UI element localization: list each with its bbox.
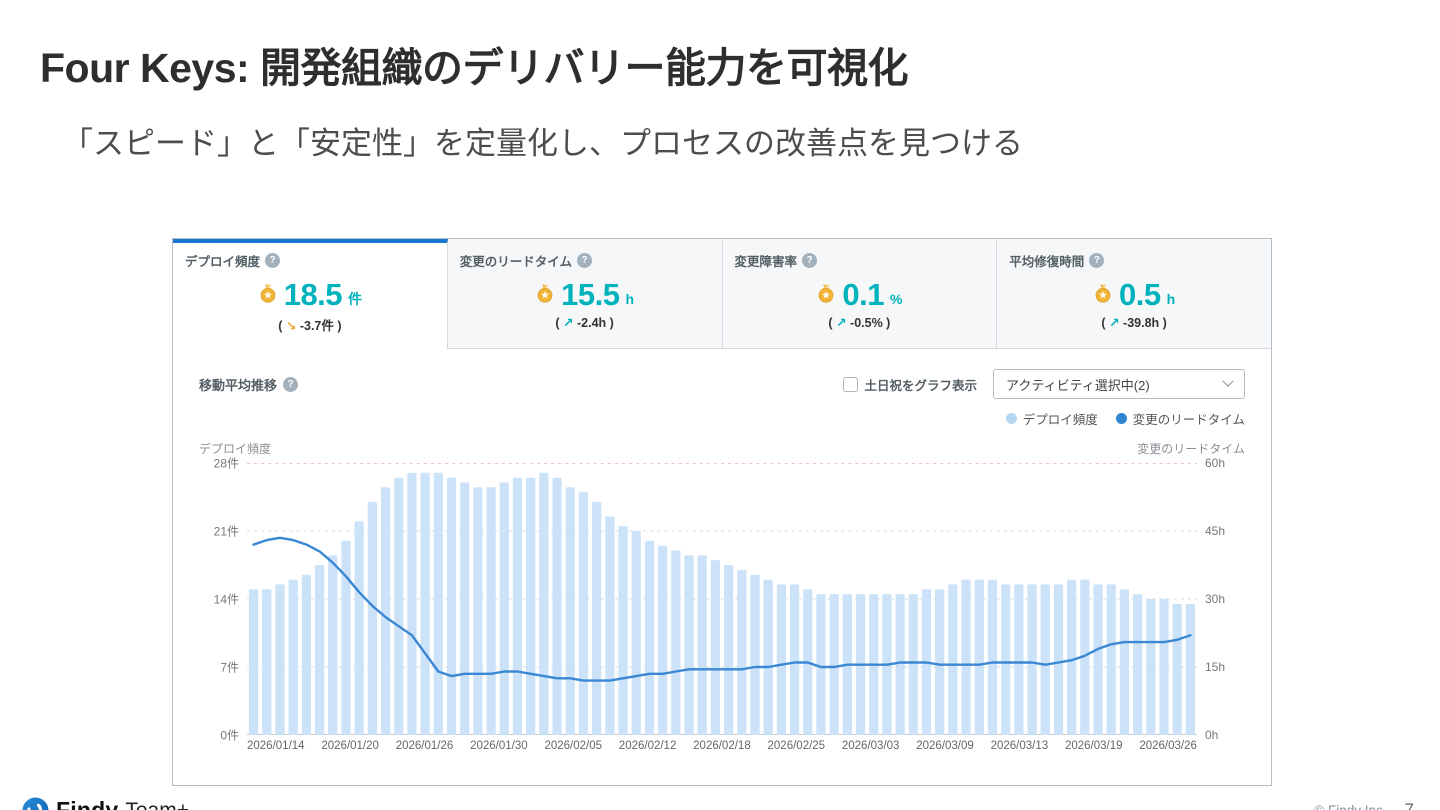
tab-label: 平均修復時間 xyxy=(1009,255,1085,269)
y-axis-left: 28件 21件 14件 7件 0件 xyxy=(199,457,247,743)
metric-unit: 件 xyxy=(348,291,363,307)
y-tick-label: 60h xyxy=(1205,456,1226,470)
metric-value: 15.5 xyxy=(561,277,620,312)
tab-label: 変更のリードタイム xyxy=(459,255,573,269)
weekend-toggle[interactable]: 土日祝をグラフ表示 xyxy=(843,375,977,394)
chart-canvas xyxy=(247,463,1197,735)
activity-select[interactable]: アクティビティ選択中(2) xyxy=(993,369,1245,399)
activity-select-value: アクティビティ選択中(2) xyxy=(1006,377,1150,393)
tab-deploy-frequency[interactable]: デプロイ頻度 ? 18.5 件 ( ↘ -3.7件 ) xyxy=(173,239,448,349)
tab-mean-time-to-recovery[interactable]: 平均修復時間 ? 0.5 h ( ↗ -39.8h ) xyxy=(997,239,1271,348)
tab-change-failure-rate[interactable]: 変更障害率 ? 0.1 % ( ↗ -0.5% ) xyxy=(722,239,998,348)
x-tick-label: 2026/01/14 xyxy=(247,740,305,752)
help-icon[interactable]: ? xyxy=(577,253,593,268)
metric-delta: ( ↗ -2.4h ) xyxy=(555,316,614,330)
x-tick-label: 2026/02/12 xyxy=(618,740,677,752)
page-number: 7 xyxy=(1404,800,1414,810)
metric-value: 18.5 xyxy=(283,277,343,312)
medal-icon xyxy=(816,283,836,308)
y-tick-label: 14件 xyxy=(213,592,239,607)
help-icon[interactable]: ? xyxy=(265,253,281,268)
metric-value: 0.1 xyxy=(842,277,884,312)
x-tick-label: 2026/03/03 xyxy=(841,740,900,752)
metric-delta: ( ↗ -0.5% ) xyxy=(828,316,891,330)
subtitle: 「スピード」と「安定性」を定量化し、プロセスの改善点を見つける xyxy=(62,126,1023,161)
weekend-checkbox[interactable] xyxy=(843,376,859,392)
help-icon[interactable]: ? xyxy=(802,253,818,268)
tab-lead-time[interactable]: 変更のリードタイム ? 15.5 h ( ↗ -2.4h ) xyxy=(447,239,723,348)
metric-unit: % xyxy=(889,291,903,307)
y-tick-label: 21件 xyxy=(213,524,239,539)
x-tick-label: 2026/02/25 xyxy=(767,740,826,752)
metric-value: 0.5 xyxy=(1119,277,1161,312)
brand-findy: Findy xyxy=(56,797,119,810)
metric-tabs: デプロイ頻度 ? 18.5 件 ( ↘ -3.7件 ) 変更のリードタイム ? xyxy=(173,239,1271,349)
medal-icon xyxy=(1093,283,1113,308)
y-tick-label: 0h xyxy=(1205,728,1219,742)
brand-team-plus: Team+ xyxy=(125,798,189,810)
y-tick-label: 28件 xyxy=(213,456,239,471)
y-tick-label: 30h xyxy=(1205,592,1226,606)
weekend-checkbox-label: 土日祝をグラフ表示 xyxy=(864,378,977,393)
y-tick-label: 7件 xyxy=(220,660,239,675)
help-icon[interactable]: ? xyxy=(283,376,299,392)
legend-item-deploy-frequency: デプロイ頻度 xyxy=(1005,409,1098,428)
left-axis-title: デプロイ頻度 xyxy=(199,442,272,456)
right-axis-title: 変更のリードタイム xyxy=(1137,442,1245,456)
trend-up-icon: ↗ xyxy=(563,316,574,330)
x-tick-label: 2026/01/26 xyxy=(395,740,454,752)
x-tick-label: 2026/03/13 xyxy=(990,740,1049,752)
trend-up-icon: ↗ xyxy=(1109,316,1120,330)
medal-icon xyxy=(258,283,278,308)
trend-down-icon: ↘ xyxy=(285,319,297,333)
y-tick-label: 0件 xyxy=(220,728,239,743)
trend-up-icon: ↗ xyxy=(836,316,847,330)
x-tick-label: 2026/02/18 xyxy=(693,740,751,752)
tab-label: 変更障害率 xyxy=(734,255,798,269)
legend-dot-icon xyxy=(1115,413,1127,424)
x-tick-label: 2026/03/26 xyxy=(1139,740,1197,752)
y-axis-right: 60h 45h 30h 15h 0h xyxy=(1197,456,1245,742)
dashboard-panel: デプロイ頻度 ? 18.5 件 ( ↘ -3.7件 ) 変更のリードタイム ? xyxy=(172,238,1272,786)
metric-unit: h xyxy=(625,291,635,307)
y-tick-label: 15h xyxy=(1205,660,1226,674)
findy-logo-icon xyxy=(22,797,49,810)
footer-logo: Findy Team+ xyxy=(22,797,189,810)
metric-unit: h xyxy=(1166,291,1176,307)
legend-item-lead-time: 変更のリードタイム xyxy=(1115,409,1245,428)
legend-dot-icon xyxy=(1005,413,1017,424)
copyright-text: © Findy Inc. xyxy=(1314,803,1386,810)
chart-legend: デプロイ頻度 変更のリードタイム xyxy=(173,399,1271,428)
help-icon[interactable]: ? xyxy=(1089,253,1105,268)
x-tick-label: 2026/01/20 xyxy=(321,740,379,752)
moving-average-title: 移動平均推移 ? xyxy=(199,375,299,394)
chevron-down-icon xyxy=(1222,375,1234,387)
x-tick-label: 2026/03/09 xyxy=(916,740,974,752)
metric-delta: ( ↘ -3.7件 ) xyxy=(278,319,342,333)
medal-icon xyxy=(535,283,555,308)
y-tick-label: 45h xyxy=(1205,524,1226,538)
chart: 28件 21件 14件 7件 0件 2026/01/14 2026/01/20 2026/0… xyxy=(173,456,1271,752)
page-title: Four Keys: 開発組織のデリバリー能力を可視化 xyxy=(40,45,909,91)
metric-delta: ( ↗ -39.8h ) xyxy=(1101,316,1167,330)
x-tick-label: 2026/03/19 xyxy=(1064,740,1123,752)
tab-label: デプロイ頻度 xyxy=(185,255,261,269)
x-axis: 2026/01/14 2026/01/20 2026/01/26 2026/01/30… xyxy=(247,740,1197,752)
x-tick-label: 2026/02/05 xyxy=(544,740,602,752)
x-tick-label: 2026/01/30 xyxy=(470,740,528,752)
